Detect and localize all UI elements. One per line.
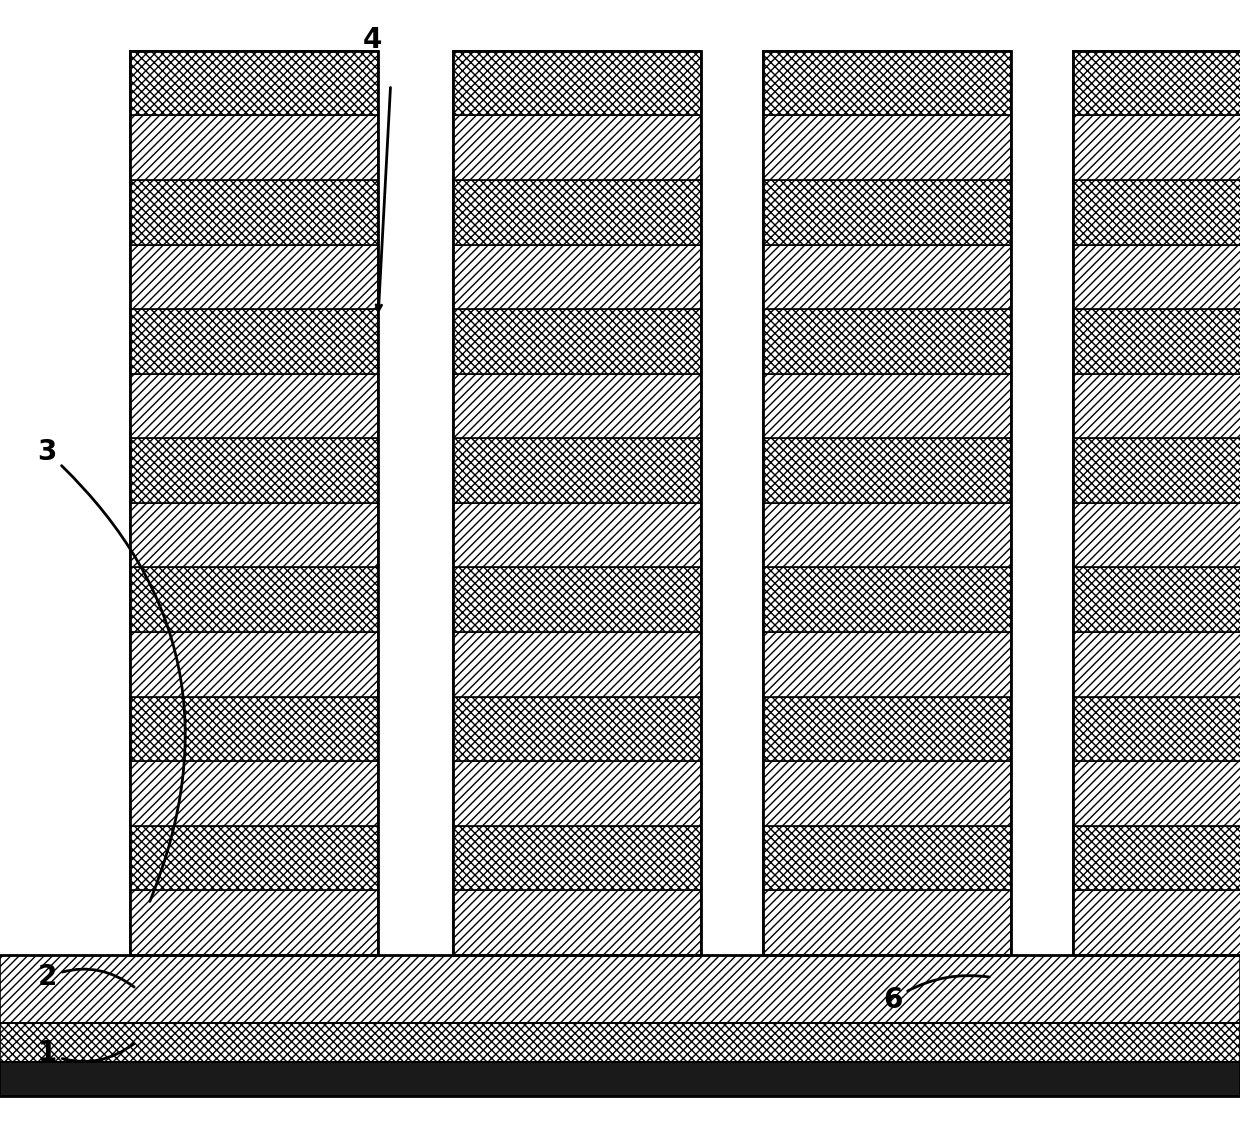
Text: 1: 1 xyxy=(37,1040,134,1067)
Bar xyxy=(130,180,378,244)
Bar xyxy=(130,632,378,696)
Bar xyxy=(130,115,378,180)
Text: 2: 2 xyxy=(37,964,134,991)
Bar xyxy=(763,503,1011,567)
Bar xyxy=(1073,438,1240,503)
Bar xyxy=(1073,51,1240,115)
Bar xyxy=(1073,826,1240,890)
Bar xyxy=(130,696,378,762)
Bar xyxy=(130,503,378,567)
Bar xyxy=(1073,632,1240,696)
Bar xyxy=(1073,115,1240,180)
Bar xyxy=(1073,762,1240,826)
Bar xyxy=(763,51,1011,955)
Bar xyxy=(130,567,378,632)
Bar xyxy=(453,503,701,567)
Bar xyxy=(763,115,1011,180)
Bar xyxy=(0,51,130,955)
Bar xyxy=(453,632,701,696)
Text: 4: 4 xyxy=(362,26,382,53)
Bar xyxy=(763,51,1011,115)
Bar xyxy=(453,890,701,955)
Bar xyxy=(1073,696,1240,762)
Bar xyxy=(130,374,378,438)
Bar xyxy=(130,438,378,503)
Bar xyxy=(453,438,701,503)
Bar xyxy=(0,1023,1240,1062)
Bar xyxy=(0,1062,1240,1096)
Bar xyxy=(1073,51,1240,955)
Bar xyxy=(763,567,1011,632)
Bar xyxy=(1073,503,1240,567)
Bar xyxy=(763,632,1011,696)
Bar xyxy=(453,310,701,374)
Bar xyxy=(763,180,1011,244)
Bar xyxy=(378,51,453,955)
Bar xyxy=(130,826,378,890)
Bar xyxy=(453,762,701,826)
Bar xyxy=(1073,180,1240,244)
Bar xyxy=(763,762,1011,826)
Bar xyxy=(130,762,378,826)
Bar xyxy=(763,696,1011,762)
Bar xyxy=(453,115,701,180)
Bar xyxy=(1073,374,1240,438)
Bar xyxy=(453,374,701,438)
Bar xyxy=(453,696,701,762)
Bar xyxy=(1073,890,1240,955)
Bar xyxy=(453,826,701,890)
Bar xyxy=(0,955,1240,1023)
Bar xyxy=(130,51,378,955)
Bar xyxy=(130,244,378,310)
Text: 6: 6 xyxy=(883,975,990,1014)
Bar xyxy=(1073,567,1240,632)
Bar xyxy=(130,51,378,115)
Bar xyxy=(763,890,1011,955)
Bar xyxy=(130,890,378,955)
Bar xyxy=(763,244,1011,310)
Bar xyxy=(1011,51,1073,955)
Bar xyxy=(763,374,1011,438)
Bar xyxy=(763,826,1011,890)
Bar xyxy=(453,244,701,310)
Text: 3: 3 xyxy=(37,438,185,902)
Bar xyxy=(763,438,1011,503)
Bar xyxy=(453,180,701,244)
Bar xyxy=(1073,244,1240,310)
Bar xyxy=(701,51,763,955)
Bar xyxy=(130,310,378,374)
Bar xyxy=(453,51,701,955)
Bar xyxy=(453,567,701,632)
Bar xyxy=(763,310,1011,374)
Bar xyxy=(453,51,701,115)
Bar xyxy=(1073,310,1240,374)
